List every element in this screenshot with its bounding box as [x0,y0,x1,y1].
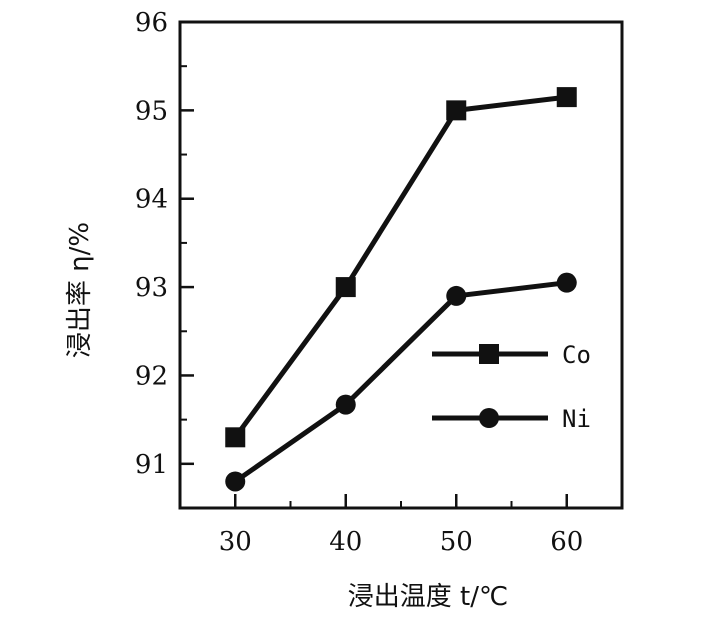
data-point-ni [446,285,467,306]
data-point-ni [335,394,356,415]
data-point-co [446,100,467,121]
series-line-ni [233,280,568,484]
x-axis-label: 浸出温度 t/℃ [348,582,508,612]
x-tick-label: 60 [550,527,583,557]
series-lines [233,94,568,484]
legend-marker-ni [479,408,499,428]
x-tick-label: 30 [219,527,252,557]
data-point-ni [225,471,246,492]
plot-frame [178,20,624,510]
x-tick-labels: 30 40 50 60 [219,527,584,557]
y-tick-label: 93 [135,273,168,303]
axis-ticks [180,20,568,509]
x-tick-label: 40 [329,527,362,557]
legend-marker-co [479,344,499,364]
series-line-co [233,94,568,439]
y-tick-label: 94 [135,185,168,215]
y-tick-label: 95 [135,96,168,126]
data-point-co [335,277,356,298]
x-tick-label: 50 [440,527,473,557]
data-point-co [225,427,246,448]
legend: Co Ni [432,341,591,433]
legend-label-ni: Ni [562,405,591,433]
data-point-co [556,87,577,108]
y-tick-label: 96 [135,8,168,38]
y-tick-label: 91 [135,450,168,480]
y-axis-label: 浸出率 η/% [65,222,95,358]
series-markers [225,87,577,492]
y-tick-label: 92 [135,361,168,391]
legend-label-co: Co [562,341,591,369]
y-tick-labels: 91 92 93 94 95 96 [135,8,168,480]
data-point-ni [556,272,577,293]
